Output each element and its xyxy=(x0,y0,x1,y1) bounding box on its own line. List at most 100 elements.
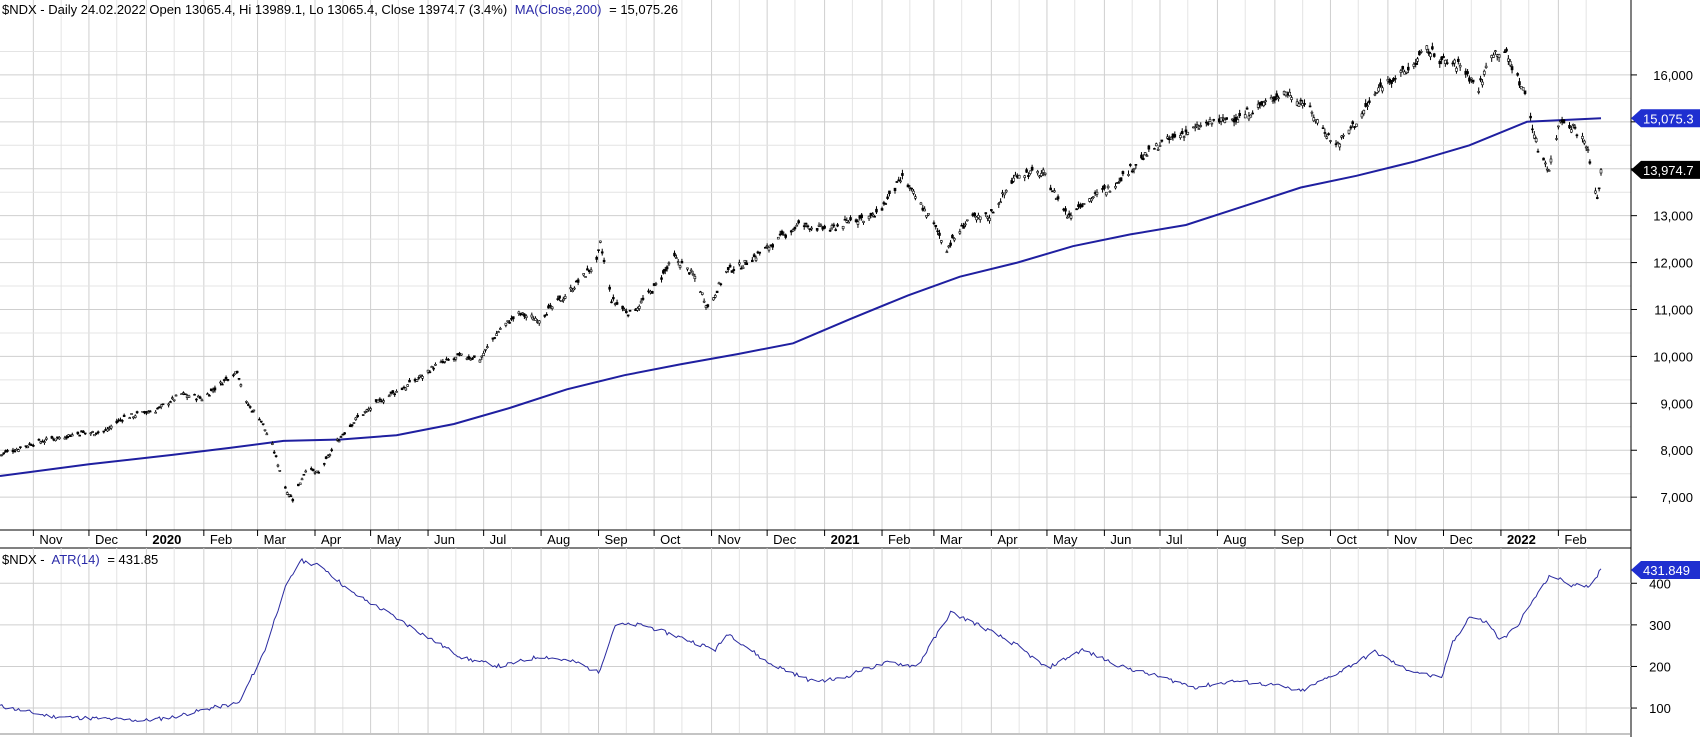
price-body xyxy=(589,269,593,272)
price-body xyxy=(862,220,865,223)
price-body xyxy=(573,287,576,290)
price-body xyxy=(1355,123,1358,127)
price-body xyxy=(636,308,639,311)
y-tick-label: 11,000 xyxy=(1654,302,1693,317)
price-body xyxy=(745,262,749,266)
price-body xyxy=(964,223,967,226)
price-body xyxy=(1534,138,1538,142)
x-tick-label: 2021 xyxy=(831,532,860,547)
price-body xyxy=(426,369,430,373)
price-body xyxy=(1069,215,1073,219)
price-body xyxy=(265,433,269,436)
price-body xyxy=(1095,191,1099,195)
price-body xyxy=(1482,70,1486,75)
close-value-tag-label: 13,974.7 xyxy=(1643,163,1694,178)
x-tick-label: Jul xyxy=(1166,532,1183,547)
price-body xyxy=(1568,125,1571,129)
ma-value-tag xyxy=(1631,109,1700,128)
price-body xyxy=(1193,126,1197,129)
price-body xyxy=(122,414,126,417)
price-body xyxy=(628,309,632,312)
x-tick-label: Mar xyxy=(264,532,287,547)
atr-header-symbol: $NDX - xyxy=(2,552,45,567)
x-tick-label: Jun xyxy=(1110,532,1131,547)
price-body xyxy=(639,300,643,304)
price-body xyxy=(743,259,747,263)
x-tick-label: Jul xyxy=(490,532,507,547)
price-body xyxy=(1349,126,1353,129)
price-body xyxy=(563,296,567,299)
price-body xyxy=(1362,110,1366,115)
price-body xyxy=(156,407,159,410)
price-body xyxy=(1129,164,1132,166)
price-pane[interactable] xyxy=(0,0,1631,531)
price-body xyxy=(1180,131,1184,135)
price-body xyxy=(57,437,61,440)
price-body xyxy=(480,355,484,358)
price-body xyxy=(432,367,435,370)
price-body xyxy=(237,378,241,380)
price-body xyxy=(1208,119,1212,122)
price-body xyxy=(1066,216,1069,219)
price-body xyxy=(415,379,419,382)
atr-value-tag xyxy=(1631,561,1700,580)
price-body xyxy=(206,393,209,396)
price-body xyxy=(76,431,80,435)
price-body xyxy=(211,389,215,392)
ma-legend: MA(Close,200) xyxy=(515,2,602,17)
price-body xyxy=(854,219,858,223)
price-body xyxy=(1531,128,1534,131)
atr-legend: ATR(14) xyxy=(52,552,100,567)
price-body xyxy=(96,431,100,434)
price-body xyxy=(482,353,485,356)
price-body xyxy=(1431,46,1434,50)
price-body xyxy=(447,358,450,361)
price-body xyxy=(997,203,1001,205)
x-tick-label: Dec xyxy=(1449,532,1473,547)
price-body xyxy=(1366,105,1369,107)
price-body xyxy=(610,301,613,304)
price-body xyxy=(408,379,411,383)
price-body xyxy=(32,444,35,447)
price-body xyxy=(315,470,319,473)
x-tick-label: Mar xyxy=(940,532,963,547)
price-body xyxy=(473,355,476,358)
x-tick-label: 2022 xyxy=(1507,532,1536,547)
close-value-tag xyxy=(1631,160,1700,179)
price-body xyxy=(1466,71,1469,74)
price-body xyxy=(758,251,762,254)
atr-y-tick-label: 300 xyxy=(1649,618,1671,633)
x-tick-label: Dec xyxy=(95,532,119,547)
price-body xyxy=(167,403,170,406)
price-body xyxy=(1195,124,1199,127)
price-body xyxy=(1169,137,1173,140)
price-body xyxy=(506,320,510,322)
price-body xyxy=(1390,80,1393,84)
price-body xyxy=(1041,169,1045,173)
price-body xyxy=(1004,189,1008,193)
price-body xyxy=(936,230,939,233)
price-body xyxy=(1142,157,1145,160)
price-body xyxy=(1134,164,1138,166)
price-body xyxy=(284,486,287,489)
price-body xyxy=(895,181,899,183)
price-body xyxy=(602,259,606,263)
price-body xyxy=(1236,119,1240,123)
price-body xyxy=(350,424,354,427)
price-body xyxy=(1156,149,1160,151)
price-body xyxy=(1507,58,1510,62)
price-body xyxy=(1536,150,1540,153)
price-body xyxy=(297,483,300,487)
price-body xyxy=(732,269,736,271)
price-body xyxy=(326,455,330,458)
price-body xyxy=(1323,132,1327,134)
price-body xyxy=(919,202,923,205)
price-body xyxy=(285,492,289,495)
price-body xyxy=(571,290,574,292)
price-body xyxy=(1234,116,1238,122)
price-body xyxy=(691,273,695,276)
price-body xyxy=(834,229,838,231)
price-body xyxy=(569,287,573,290)
